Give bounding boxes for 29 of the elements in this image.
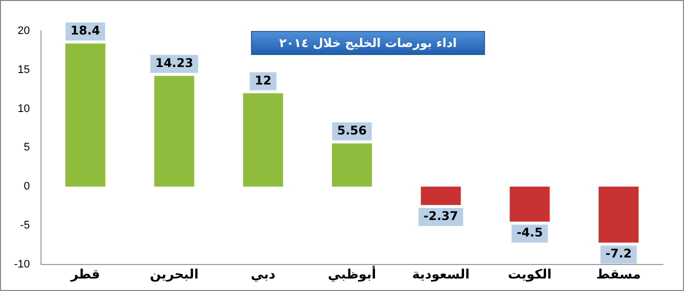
bar bbox=[332, 143, 372, 187]
x-tick-label: أبوظبي bbox=[328, 266, 376, 283]
bar bbox=[598, 186, 639, 243]
data-label: 5.56 bbox=[337, 123, 367, 138]
x-tick-label: السعودية bbox=[412, 268, 470, 283]
data-label: 18.4 bbox=[70, 24, 100, 38]
y-tick-label: 0 bbox=[24, 180, 30, 193]
y-tick-label: 5 bbox=[24, 142, 30, 154]
y-tick-label: 10 bbox=[18, 102, 30, 115]
data-label: -4.5 bbox=[516, 226, 543, 240]
y-tick-label: -5 bbox=[20, 220, 30, 232]
data-label: 12 bbox=[254, 73, 272, 88]
x-tick-label: الكويت bbox=[508, 268, 552, 283]
data-label: -7.2 bbox=[605, 246, 632, 261]
bar bbox=[65, 43, 106, 187]
bar bbox=[154, 76, 194, 187]
y-tick-label: 15 bbox=[18, 64, 30, 76]
x-tick-label: قطر bbox=[70, 268, 100, 283]
data-label: -2.37 bbox=[424, 209, 458, 224]
x-tick-label: دبي bbox=[250, 268, 276, 283]
x-tick-label: البحرين bbox=[150, 268, 199, 283]
bar bbox=[243, 93, 284, 187]
y-tick-label: -10 bbox=[14, 258, 30, 270]
x-tick-label: مسقط bbox=[596, 268, 641, 283]
bar bbox=[420, 186, 461, 206]
y-tick-label: 20 bbox=[18, 25, 30, 38]
bar bbox=[510, 186, 550, 222]
data-label: 14.23 bbox=[155, 56, 194, 70]
title-banner: اداء بورصات الخليج خلال ٢٠١٤ bbox=[251, 31, 485, 55]
